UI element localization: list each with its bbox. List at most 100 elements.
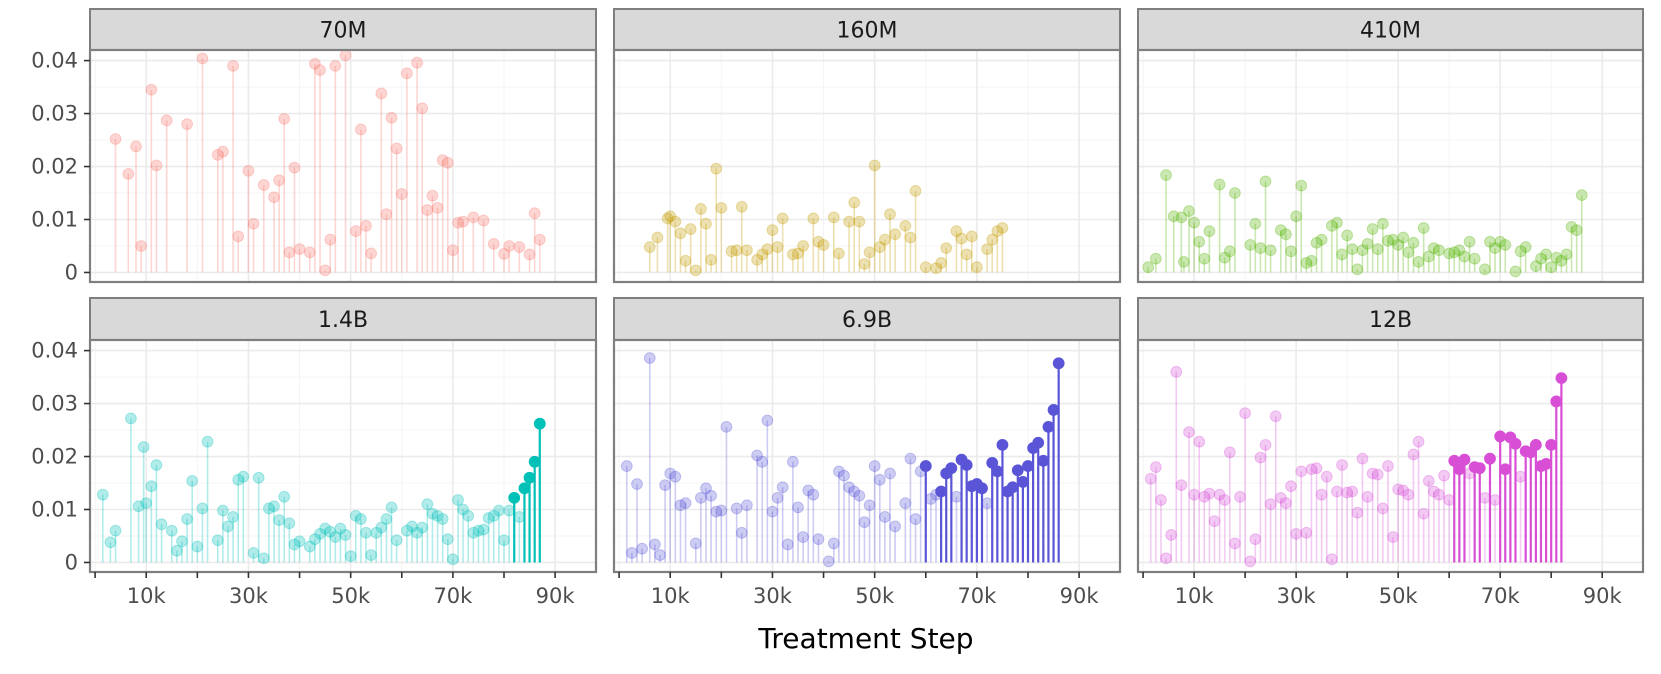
lollipop-point [1351, 506, 1364, 519]
lollipop-point [1356, 244, 1369, 257]
lollipop-point [1295, 179, 1308, 192]
lollipop-point [1443, 494, 1456, 506]
lollipop-point [431, 201, 444, 214]
lollipop-point [965, 230, 978, 243]
lollipop-point [1499, 239, 1512, 251]
lollipop-point [1178, 255, 1190, 268]
lollipop-point [283, 246, 296, 259]
lollipop-point [1170, 365, 1183, 378]
lollipop-point [354, 123, 367, 136]
lollipop-point [1331, 485, 1343, 498]
lollipop-point [1407, 236, 1420, 249]
lollipop-point [457, 215, 470, 228]
lollipop-point [1223, 245, 1236, 258]
lollipop-point [503, 240, 516, 252]
lollipop-point [797, 240, 810, 252]
lollipop-point [756, 248, 769, 261]
lollipop-point [1565, 221, 1578, 233]
panel-border [612, 338, 1122, 574]
facet-strip-label: 160M [837, 19, 898, 44]
lollipop-point [1259, 175, 1272, 188]
panel-border [1136, 48, 1645, 284]
lollipop-point [1198, 252, 1211, 265]
lollipop-point [863, 246, 876, 259]
lollipop-point [981, 497, 994, 510]
lollipop-point [385, 111, 398, 124]
lollipop-point [1484, 452, 1496, 465]
lollipop-point [751, 449, 764, 462]
lollipop-point [1402, 488, 1415, 501]
lollipop-point [1489, 494, 1501, 506]
lollipop-point [518, 482, 531, 495]
lollipop-point [416, 102, 429, 115]
lollipop-point [477, 523, 490, 536]
lollipop-point [1376, 217, 1389, 230]
lollipop-point [503, 504, 516, 517]
lollipop-point [308, 533, 321, 546]
lollipop-point [1188, 216, 1201, 229]
lollipop-point [945, 462, 958, 475]
lollipop-point [889, 228, 902, 241]
lollipop-point [1361, 237, 1374, 250]
lollipop-point [1575, 189, 1588, 202]
lollipop-point [909, 184, 922, 197]
x-tick-label: 50k [1379, 584, 1419, 608]
lollipop-point [1269, 410, 1282, 423]
lollipop-point [150, 459, 163, 471]
lollipop-point [145, 83, 158, 96]
facet-strip-label: 6.9B [842, 308, 892, 333]
lollipop-point [940, 242, 953, 255]
panel-border [1136, 338, 1645, 574]
lollipop-point [181, 118, 194, 131]
lollipop-point [150, 159, 163, 172]
lollipop-point [492, 504, 505, 517]
lollipop-point [1315, 488, 1328, 501]
lollipop-point [181, 513, 194, 525]
lollipop-point [1032, 436, 1045, 449]
lollipop-point [705, 489, 718, 502]
lollipop-point [1560, 248, 1573, 261]
lollipop-point [498, 534, 510, 547]
lollipop-point [792, 501, 804, 514]
lollipop-point [211, 148, 224, 161]
lollipop-point [1198, 490, 1211, 503]
lollipop-point [1407, 448, 1420, 461]
lollipop-point [109, 133, 122, 145]
lollipop-point [1422, 250, 1435, 263]
lollipop-point [122, 168, 135, 180]
lollipop-point [661, 212, 674, 225]
lollipop-point [710, 505, 723, 518]
lollipop-point [1325, 553, 1338, 566]
lollipop-point [1514, 245, 1527, 258]
panel-border [612, 48, 1122, 284]
lollipop-point [1433, 244, 1445, 257]
lollipop-point [232, 473, 245, 486]
lollipop-point [889, 520, 902, 533]
lollipop-point [273, 174, 286, 187]
y-tick-label: 0.03 [31, 102, 78, 126]
lollipop-point [339, 50, 352, 62]
lollipop-point [1160, 169, 1172, 181]
lollipop-point [533, 417, 546, 430]
y-tick-label: 0.01 [31, 497, 78, 521]
lollipop-point [400, 67, 413, 80]
facet-panel-1.4B: 1.4B [88, 297, 598, 574]
lollipop-point [659, 479, 672, 492]
lollipop-point [1509, 437, 1522, 450]
lollipop-point [1175, 211, 1188, 224]
x-tick-label: 10k [651, 584, 691, 608]
lollipop-point [487, 509, 500, 522]
y-axis-bottom-row: 0 0.01 0.02 0.03 0.04 [31, 339, 90, 574]
facet-strip-label: 70M [320, 19, 367, 44]
lollipop-point [257, 552, 270, 565]
lollipop-point [170, 544, 183, 557]
lollipop-point [247, 217, 260, 230]
lollipop-point [1376, 502, 1389, 515]
lollipop-point [1382, 234, 1394, 247]
lollipop-point [970, 261, 983, 274]
lollipop-point [385, 501, 398, 514]
lollipop-point [986, 233, 999, 246]
lollipop-point [812, 235, 825, 248]
lollipop-point [1011, 464, 1024, 477]
lollipop-point [620, 460, 633, 472]
